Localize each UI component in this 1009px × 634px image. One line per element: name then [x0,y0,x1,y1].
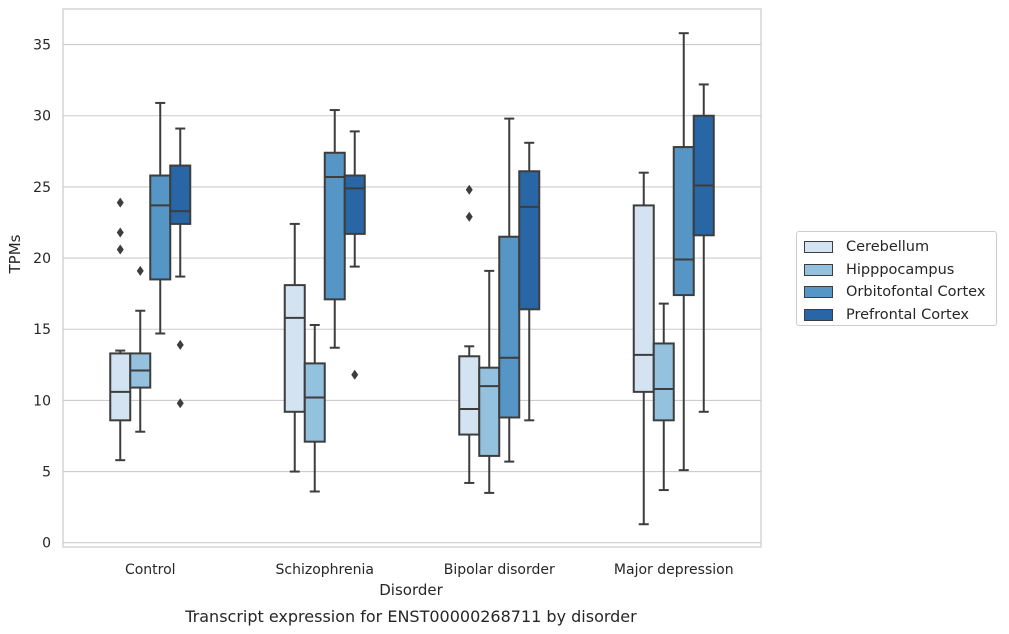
legend-label: Hipppocampus [846,261,955,278]
chart-caption: Transcript expression for ENST0000026871… [184,607,637,626]
box [283,222,306,473]
iqr-box [109,352,132,422]
y-tick-label: 20 [33,251,51,267]
outlier-point [116,244,124,255]
y-tick-label: 10 [33,393,51,409]
box [478,269,501,494]
iqr-box [632,204,655,393]
x-tick-label: Bipolar disorder [444,562,555,578]
iqr-box [518,170,541,311]
box [692,83,715,413]
outlier-point [116,227,124,238]
box [149,101,172,335]
box [672,32,695,472]
legend-swatch [804,308,833,321]
y-axis-ticks: 0 5 10 15 20 25 30 35 [33,38,51,552]
outlier-point [465,211,473,222]
x-tick-label: Control [125,562,176,578]
legend-swatch [804,286,833,299]
outlier-point [351,369,359,380]
iqr-box [498,235,521,419]
legend-label: Prefrontal Cortex [846,306,969,323]
iqr-box [169,164,192,225]
legend-item: Hipppocampus [804,259,996,282]
x-tick-label: Major depression [614,562,734,578]
plot-area-frame [62,8,762,548]
box [343,130,366,380]
box [129,265,152,433]
series-hipppocampus [129,265,675,494]
legend-swatch [804,263,833,276]
legend-label: Orbitofontal Cortex [846,284,986,301]
outlier-point [116,197,124,208]
y-gridlines [63,44,761,544]
y-tick-label: 35 [33,38,51,54]
y-tick-label: 5 [42,465,51,481]
series-orbitofontal-cortex [149,32,695,472]
iqr-box [478,366,501,457]
iqr-box [343,174,366,235]
y-tick-label: 0 [42,536,51,552]
box [109,197,132,462]
y-axis-label: TPMs [6,234,24,274]
legend-item: Cerebellum [804,236,996,259]
box [458,184,481,484]
box [652,302,675,492]
box-series [109,32,715,526]
x-tick-label: Schizophrenia [276,562,374,578]
box [518,141,541,422]
iqr-box [303,362,326,443]
iqr-box [458,355,481,436]
outlier-point [176,339,184,350]
series-prefrontal-cortex [169,83,715,422]
x-axis-label: Disorder [379,581,443,599]
y-tick-label: 15 [33,322,51,338]
y-tick-label: 25 [33,180,51,196]
legend-item: Prefrontal Cortex [804,304,996,327]
box [323,109,346,349]
series-cerebellum [109,171,655,526]
x-axis-ticks: Control Schizophrenia Bipolar disorder Majo… [125,562,734,578]
iqr-box [283,284,306,413]
legend-swatch [804,241,833,254]
iqr-box [692,114,715,237]
iqr-box [652,342,675,422]
box [498,117,521,463]
iqr-box [149,174,172,281]
iqr-box [323,151,346,301]
box [169,127,192,409]
box [632,171,655,526]
legend: Cerebellum Hipppocampus Orbitofontal Corte… [796,231,997,326]
iqr-box [672,146,695,297]
outlier-point [136,265,144,276]
outlier-point [176,398,184,409]
legend-label: Cerebellum [846,239,930,256]
legend-item: Orbitofontal Cortex [804,281,996,304]
outlier-point [465,184,473,195]
box [303,323,326,493]
y-tick-label: 30 [33,109,51,125]
